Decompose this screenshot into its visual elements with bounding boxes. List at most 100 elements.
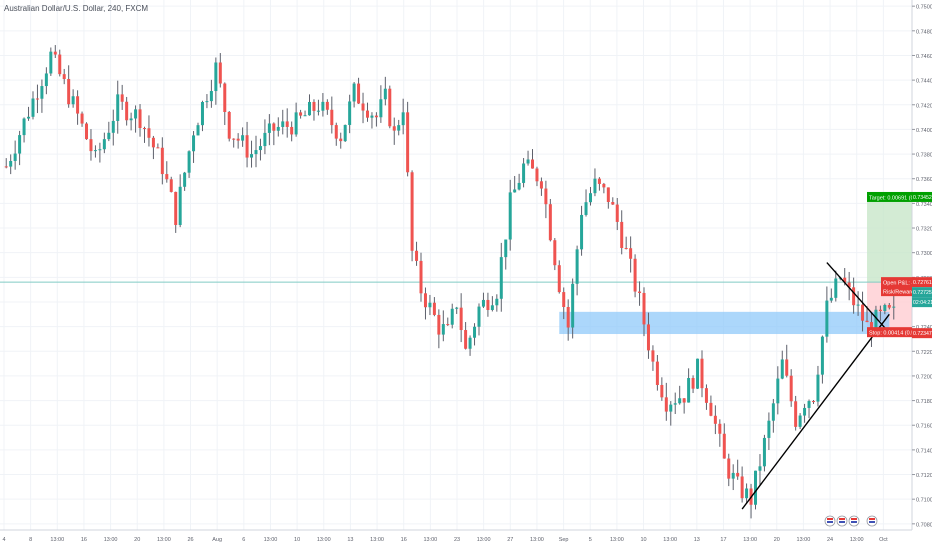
candle [299,109,303,119]
candle [861,291,865,332]
stop-label: Stop: 0.00414 (0.57%) 41.4, Amo [867,327,932,338]
candle [62,68,66,85]
target-price-badge: 0.73452 [912,191,932,202]
flag-icon-stripe [827,521,833,523]
candle-body [192,135,196,152]
flag-icon-stripe [827,518,833,520]
candle [834,270,838,302]
candle-body [388,88,392,127]
candle [58,49,62,77]
candle [223,82,227,126]
candle [267,114,271,146]
candle-body [406,112,410,173]
time-tick-label: Aug [212,537,222,543]
candle [615,197,619,231]
candle [67,65,71,108]
time-tick-label: 16 [81,537,87,543]
candle [98,142,102,163]
time-tick-label: 5 [589,537,592,543]
candle [522,158,526,188]
candle [423,287,427,320]
candle-body [597,178,601,184]
candle [241,127,245,147]
candle-body [584,202,588,215]
candle-body [450,308,454,325]
candle [468,335,472,356]
time-tick-label: 13:00 [610,537,624,543]
candle [205,94,209,109]
candle-body [299,112,303,116]
candle-body [49,51,53,74]
time-tick-label: 26 [187,537,193,543]
candle-body [142,128,146,130]
candle-body [187,151,191,173]
countdown-badge-bg [912,297,932,308]
candle [196,122,200,136]
flag-icon [866,515,878,527]
candle-body [419,260,423,294]
candle-body [803,407,807,416]
stop-price-badge-bg [912,328,932,339]
chart-title: Australian Dollar/U.S. Dollar, 240, FXCM [4,4,149,13]
candle [437,309,441,349]
candle-body [508,192,512,240]
candle [678,385,682,405]
candle-body [200,102,204,126]
candle [303,110,307,117]
candle [290,121,294,142]
candle [803,403,807,423]
candle-body [93,150,97,152]
candle-body [379,99,383,118]
candle [18,130,22,166]
flag-icon [848,515,860,527]
candle-body [22,118,26,136]
stop-label-bg [867,327,912,338]
candle-body [361,103,365,111]
candle [727,453,731,487]
candle-body [111,120,115,133]
risk-reward-label-bg [881,286,912,297]
candle-body [321,101,325,111]
candle [673,392,677,415]
candle [722,423,726,459]
candle-body [602,183,606,188]
candle-body [44,73,48,87]
time-tick-label: 13:00 [850,537,864,543]
candle-body [776,378,780,404]
candle-body [250,154,254,158]
candle [606,187,610,209]
candle-body [785,359,789,376]
candle [142,126,146,143]
candle [410,170,414,262]
candle-body [165,174,169,180]
candle [348,94,352,134]
event-flags [824,515,878,527]
candle-body [31,98,35,117]
candle [865,306,869,323]
candle [294,102,298,137]
candle-body [468,337,472,349]
candle [392,117,396,145]
candle [459,293,463,343]
candle [571,278,575,339]
candle-body [829,297,833,301]
candle-body [771,403,775,421]
time-tick-label: 13:00 [264,537,278,543]
candle-body [722,433,726,459]
price-tick-label: 0.75000 [916,5,932,11]
candle [76,90,80,125]
candle-body [151,137,155,148]
flag-icon [824,515,836,527]
candle-body [325,101,329,110]
candle-body [745,488,749,499]
candle-body [53,51,57,55]
candle-body [522,163,526,183]
candle-body [80,113,84,124]
candle-body [517,182,521,190]
candle-body [330,109,334,126]
candle-body [205,101,209,103]
candle [504,239,508,270]
